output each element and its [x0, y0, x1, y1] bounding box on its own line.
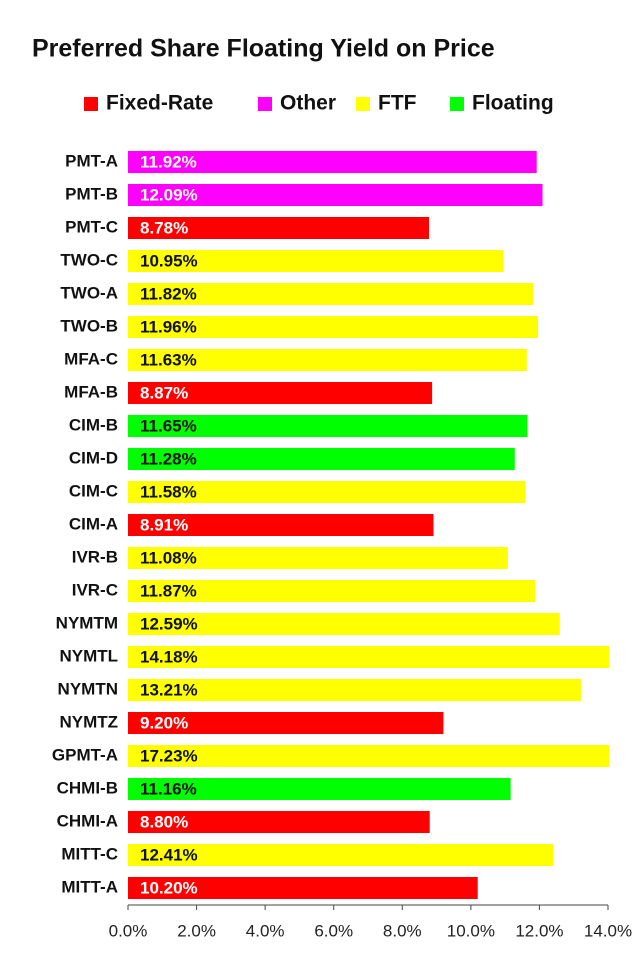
y-tick-label: IVR-C — [72, 580, 118, 599]
value-label: 11.28% — [140, 449, 197, 468]
y-tick-label: PMT-B — [65, 184, 118, 203]
bar — [128, 844, 554, 866]
bar — [128, 646, 609, 668]
value-label: 12.41% — [140, 845, 198, 864]
legend-swatch — [84, 97, 98, 111]
x-tick-label: 14.0% — [584, 921, 632, 940]
x-tick-label: 8.0% — [383, 921, 422, 940]
bar — [128, 382, 433, 404]
y-tick-label: NYMTZ — [59, 712, 118, 731]
bar — [128, 316, 539, 338]
y-tick-label: MITT-C — [61, 844, 118, 863]
bar — [128, 745, 609, 767]
value-label: 11.96% — [140, 317, 197, 336]
bar — [128, 184, 543, 206]
value-label: 12.59% — [140, 614, 198, 633]
legend-swatch — [450, 97, 464, 111]
value-label: 9.20% — [140, 713, 188, 732]
value-label: 17.23% — [140, 746, 198, 765]
x-tick-label: 0.0% — [109, 921, 148, 940]
bar — [128, 514, 434, 536]
value-label: 11.82% — [140, 284, 197, 303]
bar — [128, 811, 430, 833]
y-tick-label: CIM-B — [69, 415, 118, 434]
value-label: 11.16% — [140, 779, 197, 798]
y-tick-label: MFA-B — [64, 382, 118, 401]
bar — [128, 349, 527, 371]
bar — [128, 217, 430, 239]
y-tick-label: TWO-C — [60, 250, 118, 269]
y-tick-label: PMT-C — [65, 217, 118, 236]
bar — [128, 547, 508, 569]
value-label: 10.20% — [140, 878, 198, 897]
y-tick-label: TWO-A — [60, 283, 118, 302]
value-label: 11.92% — [140, 152, 197, 171]
y-tick-label: NYMTN — [58, 679, 118, 698]
y-tick-label: MFA-C — [64, 349, 118, 368]
y-tick-label: NYMTM — [56, 613, 118, 632]
y-tick-label: CHMI-B — [57, 778, 118, 797]
x-tick-label: 6.0% — [314, 921, 353, 940]
value-label: 10.95% — [140, 251, 198, 270]
value-label: 11.58% — [140, 482, 197, 501]
legend-label: Floating — [472, 92, 554, 115]
y-tick-label: CIM-A — [69, 514, 118, 533]
value-label: 13.21% — [140, 680, 198, 699]
chart-title: Preferred Share Floating Yield on Price — [32, 35, 495, 63]
y-tick-label: PMT-A — [65, 151, 118, 170]
y-tick-label: MITT-A — [61, 877, 118, 896]
bar — [128, 481, 526, 503]
y-tick-label: IVR-B — [72, 547, 118, 566]
bar — [128, 250, 504, 272]
y-tick-label: GPMT-A — [52, 745, 118, 764]
legend-label: FTF — [378, 92, 417, 115]
y-tick-label: TWO-B — [60, 316, 118, 335]
x-tick-label: 10.0% — [447, 921, 495, 940]
bar — [128, 679, 581, 701]
legend-swatch — [258, 97, 272, 111]
y-tick-label: CIM-C — [69, 481, 118, 500]
legend-swatch — [356, 97, 370, 111]
value-label: 8.87% — [140, 383, 188, 402]
legend-label: Other — [280, 92, 336, 115]
value-label: 8.91% — [140, 515, 188, 534]
bar — [128, 613, 560, 635]
y-tick-label: CIM-D — [69, 448, 118, 467]
bars — [128, 151, 609, 899]
value-label: 11.65% — [140, 416, 197, 435]
value-label: 11.87% — [140, 581, 197, 600]
value-label: 14.18% — [140, 647, 198, 666]
value-label: 11.08% — [140, 548, 197, 567]
bar — [128, 778, 511, 800]
value-label: 11.63% — [140, 350, 197, 369]
bar — [128, 415, 528, 437]
bar — [128, 151, 537, 173]
legend-label: Fixed-Rate — [106, 92, 213, 115]
bar — [128, 877, 478, 899]
bar — [128, 580, 535, 602]
bar — [128, 283, 534, 305]
x-tick-label: 12.0% — [515, 921, 563, 940]
y-tick-label: CHMI-A — [57, 811, 118, 830]
x-tick-label: 2.0% — [177, 921, 216, 940]
value-label: 12.09% — [140, 185, 198, 204]
value-label: 8.78% — [140, 218, 188, 237]
value-label: 8.80% — [140, 812, 188, 831]
bar — [128, 448, 515, 470]
x-tick-label: 4.0% — [246, 921, 285, 940]
bar — [128, 712, 444, 734]
y-tick-label: NYMTL — [59, 646, 118, 665]
